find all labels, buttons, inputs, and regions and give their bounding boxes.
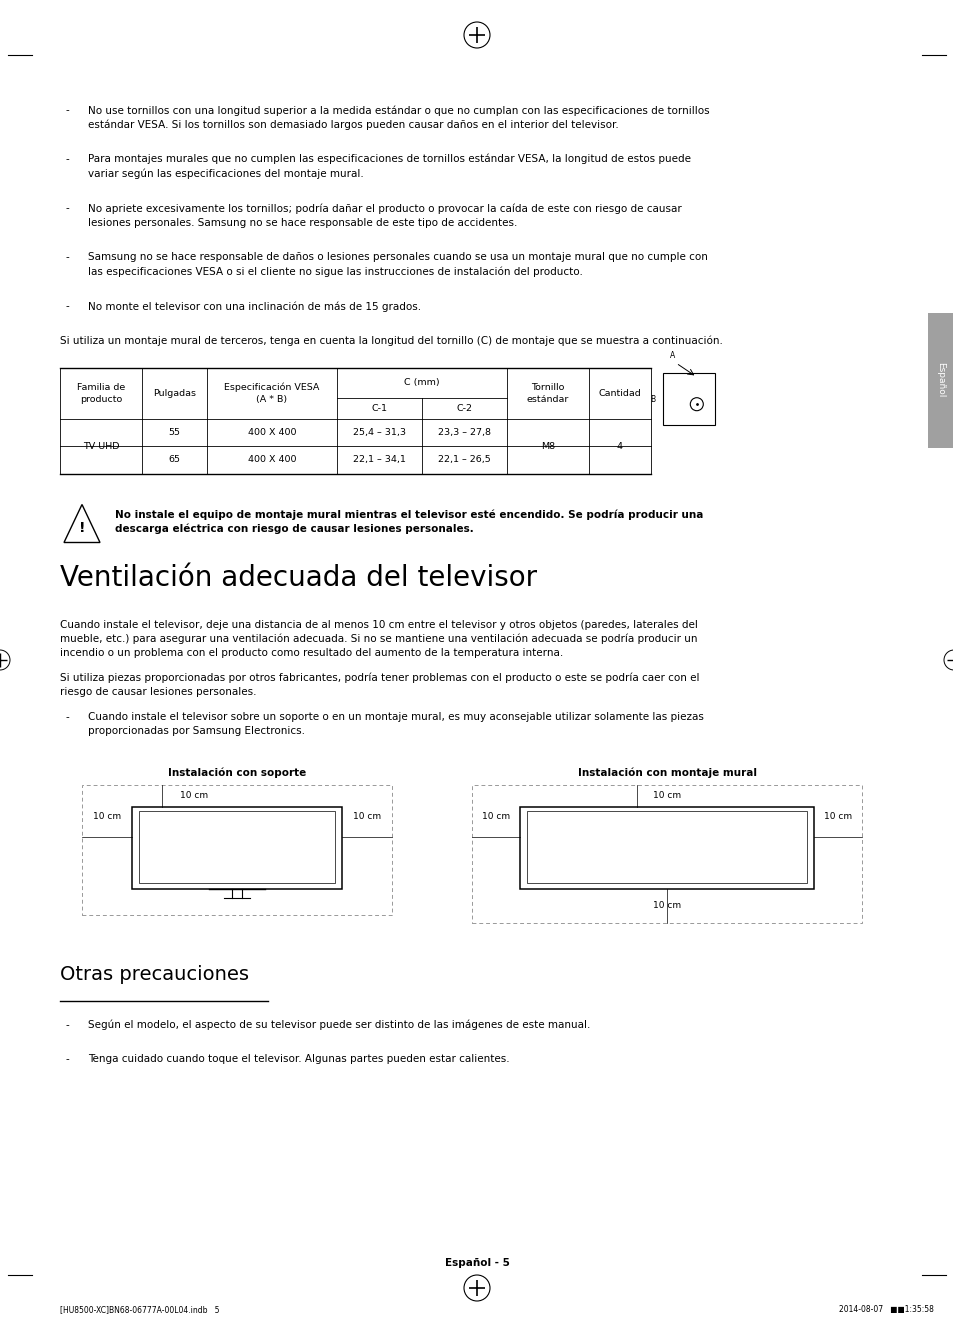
Text: Para montajes murales que no cumplen las especificaciones de tornillos estándar : Para montajes murales que no cumplen las… bbox=[88, 155, 690, 165]
Text: -: - bbox=[65, 1054, 69, 1065]
Bar bbox=[82, 785, 392, 915]
Text: Familia de
producto: Familia de producto bbox=[77, 383, 125, 404]
Text: proporcionadas por Samsung Electronics.: proporcionadas por Samsung Electronics. bbox=[88, 727, 305, 737]
Text: C (mm): C (mm) bbox=[404, 378, 439, 387]
Text: No monte el televisor con una inclinación de más de 15 grados.: No monte el televisor con una inclinació… bbox=[88, 301, 420, 312]
Text: Español - 5: Español - 5 bbox=[444, 1258, 509, 1268]
Text: A: A bbox=[669, 351, 675, 361]
Text: 400 X 400: 400 X 400 bbox=[248, 428, 296, 437]
Text: [HU8500-XC]BN68-06777A-00L04.indb   5: [HU8500-XC]BN68-06777A-00L04.indb 5 bbox=[60, 1305, 219, 1314]
Text: estándar VESA. Si los tornillos son demasiado largos pueden causar daños en el i: estándar VESA. Si los tornillos son dema… bbox=[88, 119, 618, 129]
Text: Cuando instale el televisor sobre un soporte o en un montaje mural, es muy acons: Cuando instale el televisor sobre un sop… bbox=[88, 712, 703, 723]
Text: C-2: C-2 bbox=[456, 403, 472, 412]
Text: Samsung no se hace responsable de daños o lesiones personales cuando se usa un m: Samsung no se hace responsable de daños … bbox=[88, 252, 707, 262]
Text: B: B bbox=[649, 395, 655, 403]
Text: 22,1 – 26,5: 22,1 – 26,5 bbox=[437, 456, 491, 464]
Text: Otras precauciones: Otras precauciones bbox=[60, 966, 249, 984]
Text: 10 cm: 10 cm bbox=[353, 812, 380, 822]
Text: 55: 55 bbox=[169, 428, 180, 437]
Text: Instalación con montaje mural: Instalación con montaje mural bbox=[577, 768, 756, 778]
Text: M8: M8 bbox=[540, 441, 555, 450]
Text: Tornillo
estándar: Tornillo estándar bbox=[526, 383, 569, 404]
Bar bbox=[519, 807, 813, 889]
Text: -: - bbox=[65, 301, 69, 310]
Text: 400 X 400: 400 X 400 bbox=[248, 456, 296, 464]
Text: Instalación con soporte: Instalación con soporte bbox=[168, 768, 306, 778]
Text: 10 cm: 10 cm bbox=[823, 812, 851, 822]
Text: 25,4 – 31,3: 25,4 – 31,3 bbox=[353, 428, 406, 437]
Bar bbox=[662, 373, 714, 425]
Text: Especificación VESA
(A * B): Especificación VESA (A * B) bbox=[224, 383, 319, 404]
Text: 22,1 – 34,1: 22,1 – 34,1 bbox=[353, 456, 406, 464]
Bar bbox=[132, 807, 341, 889]
Text: !: ! bbox=[79, 520, 85, 535]
Text: No use tornillos con una longitud superior a la medida estándar o que no cumplan: No use tornillos con una longitud superi… bbox=[88, 104, 709, 115]
Text: Español: Español bbox=[936, 362, 944, 398]
Text: variar según las especificaciones del montaje mural.: variar según las especificaciones del mo… bbox=[88, 169, 363, 180]
Bar bbox=[526, 811, 806, 882]
Text: 65: 65 bbox=[169, 456, 180, 464]
Text: Según el modelo, el aspecto de su televisor puede ser distinto de las imágenes d: Según el modelo, el aspecto de su televi… bbox=[88, 1020, 590, 1030]
Text: TV UHD: TV UHD bbox=[83, 441, 119, 450]
Text: mueble, etc.) para asegurar una ventilación adecuada. Si no se mantiene una vent: mueble, etc.) para asegurar una ventilac… bbox=[60, 634, 697, 645]
Text: No instale el equipo de montaje mural mientras el televisor esté encendido. Se p: No instale el equipo de montaje mural mi… bbox=[115, 510, 702, 520]
Text: Cantidad: Cantidad bbox=[598, 388, 640, 398]
Text: 10 cm: 10 cm bbox=[180, 791, 208, 801]
Text: incendio o un problema con el producto como resultado del aumento de la temperat: incendio o un problema con el producto c… bbox=[60, 649, 562, 658]
Text: -: - bbox=[65, 712, 69, 723]
Bar bbox=[139, 811, 335, 882]
Text: No apriete excesivamente los tornillos; podría dañar el producto o provocar la c: No apriete excesivamente los tornillos; … bbox=[88, 203, 681, 214]
Text: 10 cm: 10 cm bbox=[92, 812, 121, 822]
Text: Si utiliza piezas proporcionadas por otros fabricantes, podría tener problemas c: Si utiliza piezas proporcionadas por otr… bbox=[60, 672, 699, 683]
Text: -: - bbox=[65, 203, 69, 213]
Text: -: - bbox=[65, 155, 69, 164]
Text: lesiones personales. Samsung no se hace responsable de este tipo de accidentes.: lesiones personales. Samsung no se hace … bbox=[88, 218, 517, 227]
Text: 10 cm: 10 cm bbox=[652, 791, 680, 801]
Text: C-1: C-1 bbox=[371, 403, 387, 412]
Text: -: - bbox=[65, 252, 69, 262]
Text: 10 cm: 10 cm bbox=[481, 812, 510, 822]
Bar bbox=[927, 313, 953, 448]
Text: 4: 4 bbox=[617, 441, 622, 450]
Text: Tenga cuidado cuando toque el televisor. Algunas partes pueden estar calientes.: Tenga cuidado cuando toque el televisor.… bbox=[88, 1054, 509, 1065]
Text: -: - bbox=[65, 104, 69, 115]
Text: descarga eléctrica con riesgo de causar lesiones personales.: descarga eléctrica con riesgo de causar … bbox=[115, 524, 474, 535]
Bar bbox=[472, 785, 862, 923]
Text: Si utiliza un montaje mural de terceros, tenga en cuenta la longitud del tornill: Si utiliza un montaje mural de terceros,… bbox=[60, 336, 722, 346]
Text: Pulgadas: Pulgadas bbox=[152, 388, 195, 398]
Text: 2014-08-07   ■■1:35:58: 2014-08-07 ■■1:35:58 bbox=[839, 1305, 933, 1314]
Text: Ventilación adecuada del televisor: Ventilación adecuada del televisor bbox=[60, 564, 537, 592]
Text: las especificaciones VESA o si el cliente no sigue las instrucciones de instalac: las especificaciones VESA o si el client… bbox=[88, 267, 582, 277]
Text: -: - bbox=[65, 1020, 69, 1030]
Text: 23,3 – 27,8: 23,3 – 27,8 bbox=[437, 428, 491, 437]
Text: 10 cm: 10 cm bbox=[652, 901, 680, 910]
Text: Cuando instale el televisor, deje una distancia de al menos 10 cm entre el telev: Cuando instale el televisor, deje una di… bbox=[60, 620, 698, 630]
Text: riesgo de causar lesiones personales.: riesgo de causar lesiones personales. bbox=[60, 687, 256, 697]
